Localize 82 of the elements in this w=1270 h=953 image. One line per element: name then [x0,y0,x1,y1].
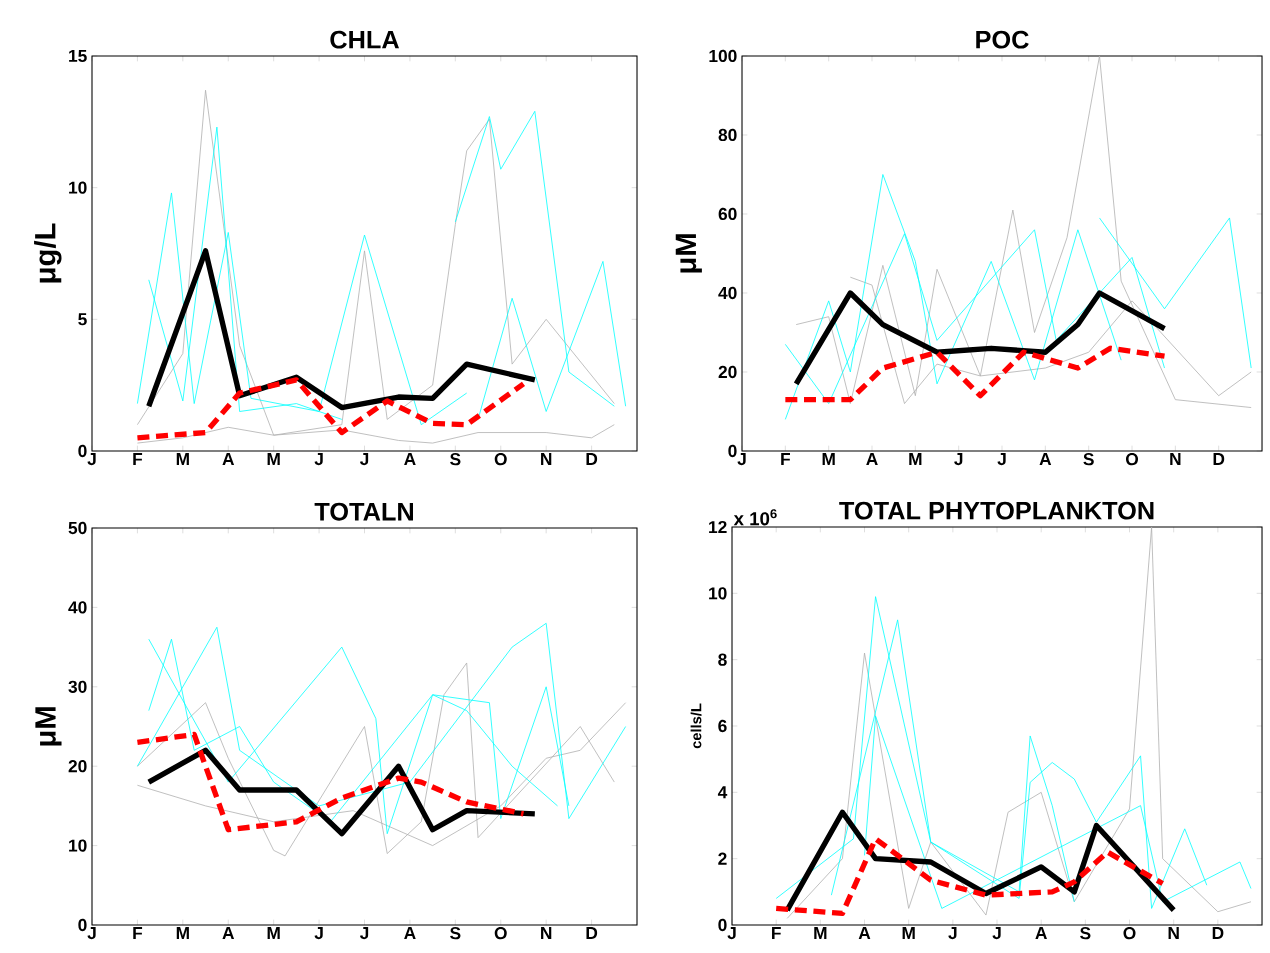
x-tick-label: J [954,453,963,466]
x-tick-label: O [494,927,507,940]
y-axis-title: μM [35,707,62,746]
x-tick-label: J [87,453,96,466]
x-tick-label: J [359,927,369,940]
x-tick-label: J [737,453,746,466]
x-tick-label: D [586,927,598,939]
y-tick-label: 0 [718,918,727,932]
x-tick-label: A [1035,927,1047,939]
x-tick-label: M [267,927,280,939]
y-tick-label: 8 [718,653,727,666]
y-tick-label: 30 [68,680,87,693]
chart-title: POC [976,30,1029,49]
x-tick-label: D [1212,927,1224,939]
x-tick-label: D [586,453,598,465]
x-tick-label: F [781,453,790,465]
y-tick-label: 12 [709,520,727,534]
x-tick-label: J [727,927,736,940]
x-tick-label: S [450,453,461,466]
x-tick-label: M [267,453,280,465]
y-tick-label: 0 [78,444,87,458]
x-tick-label: J [314,927,323,940]
y-tick-label: 0 [728,444,737,458]
y-tick-label: 2 [718,852,727,865]
y-tick-label: 4 [717,786,728,799]
chart-title: TOTALN [314,502,413,521]
x-tick-label: M [176,927,189,939]
y-axis-title: cells/L [690,703,702,749]
y-tick-label: 60 [718,207,737,221]
x-tick-label: M [902,927,915,939]
line-series [795,55,1252,408]
y-tick-label: 80 [718,128,737,142]
x-tick-label: N [541,927,552,939]
x-tick-label: M [822,453,835,465]
y-tick-label: 5 [78,313,87,326]
y-axis-title: μM [675,234,702,273]
chart-title: CHLA [330,30,400,49]
x-tick-label: O [1123,927,1136,940]
y-tick-label: 10 [69,839,87,852]
y-tick-label: 20 [718,365,737,379]
y-tick-label: 15 [69,49,87,63]
x-tick-label: J [992,927,1001,940]
x-tick-label: S [1080,927,1091,940]
x-tick-label: S [450,927,461,940]
x-tick-label: A [858,927,871,939]
x-tick-label: J [314,453,323,466]
y-tick-label: 20 [68,760,87,773]
x-tick-label: M [909,453,922,465]
y-tick-label: 10 [709,587,727,600]
x-tick-label: D [1213,453,1225,465]
x-tick-label: A [1039,453,1052,465]
x-tick-label: A [404,927,416,939]
x-tick-label: N [541,453,552,465]
x-tick-label: J [359,453,369,466]
x-tick-label: O [494,453,507,466]
x-tick-label: S [1083,453,1094,466]
line-series [786,526,1252,919]
x-tick-label: J [948,927,957,940]
x-tick-label: A [222,453,235,465]
x-tick-label: F [133,453,143,465]
y-tick-label: 40 [718,286,737,300]
x-tick-label: A [222,927,235,939]
x-tick-label: J [87,927,96,940]
y-axis-title: μg/L [34,223,62,283]
y-tick-label: 50 [68,521,87,535]
x-tick-label: A [404,453,416,465]
x-tick-label: F [772,927,781,939]
y-tick-label: 40 [68,601,87,614]
chart-title: TOTAL PHYTOPLANKTON [839,501,1154,520]
x-tick-label: M [814,927,827,939]
x-tick-label: J [997,453,1006,466]
x-tick-label: N [1170,453,1181,465]
x-tick-label: M [176,453,189,465]
y-tick-label: 0 [78,918,87,932]
y-tick-label: 10 [69,181,87,194]
y-tick-label: 6 [718,719,727,733]
x-tick-label: F [133,927,143,939]
x-tick-label: N [1168,927,1179,939]
text: x 10$^{6}$ [733,509,777,526]
x-tick-label: O [1125,453,1139,466]
x-tick-label: A [866,453,878,465]
y-tick-label: 100 [709,49,737,63]
